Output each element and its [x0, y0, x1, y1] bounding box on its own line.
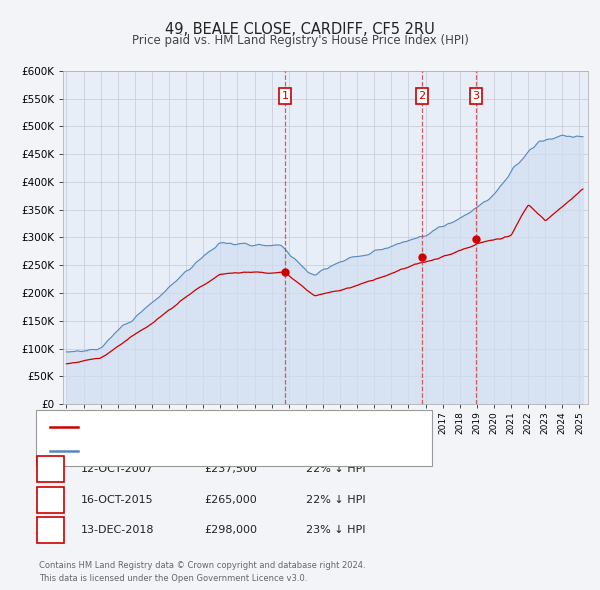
- Text: 22% ↓ HPI: 22% ↓ HPI: [306, 495, 365, 504]
- Text: 2: 2: [418, 91, 425, 101]
- Text: 3: 3: [472, 91, 479, 101]
- Text: 2: 2: [47, 493, 54, 506]
- Text: 49, BEALE CLOSE, CARDIFF, CF5 2RU (detached house): 49, BEALE CLOSE, CARDIFF, CF5 2RU (detac…: [82, 422, 357, 432]
- Text: 1: 1: [47, 463, 54, 476]
- Text: £265,000: £265,000: [204, 495, 257, 504]
- Text: Contains HM Land Registry data © Crown copyright and database right 2024.
This d: Contains HM Land Registry data © Crown c…: [39, 562, 365, 583]
- Text: 3: 3: [47, 524, 54, 537]
- Text: £237,500: £237,500: [204, 464, 257, 474]
- Text: 12-OCT-2007: 12-OCT-2007: [81, 464, 154, 474]
- Text: £298,000: £298,000: [204, 526, 257, 535]
- Text: 16-OCT-2015: 16-OCT-2015: [81, 495, 154, 504]
- Text: 13-DEC-2018: 13-DEC-2018: [81, 526, 155, 535]
- Text: 23% ↓ HPI: 23% ↓ HPI: [306, 526, 365, 535]
- Text: 22% ↓ HPI: 22% ↓ HPI: [306, 464, 365, 474]
- Text: Price paid vs. HM Land Registry's House Price Index (HPI): Price paid vs. HM Land Registry's House …: [131, 34, 469, 47]
- Text: 1: 1: [281, 91, 289, 101]
- Text: 49, BEALE CLOSE, CARDIFF, CF5 2RU: 49, BEALE CLOSE, CARDIFF, CF5 2RU: [165, 22, 435, 37]
- Text: HPI: Average price, detached house, Cardiff: HPI: Average price, detached house, Card…: [82, 445, 300, 455]
